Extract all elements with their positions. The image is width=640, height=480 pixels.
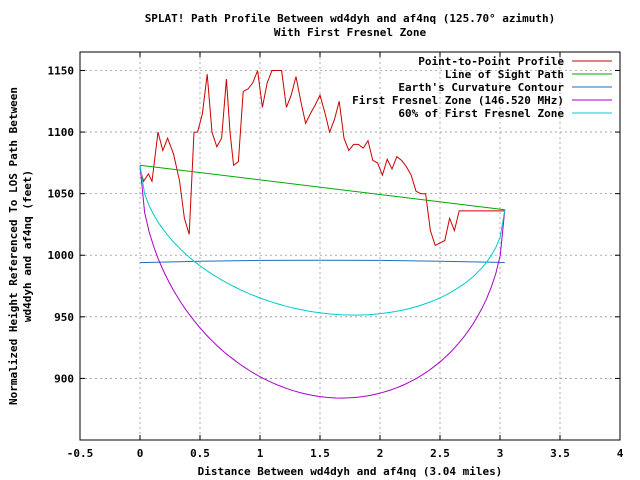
- chart-title: SPLAT! Path Profile Between wd4dyh and a…: [145, 12, 556, 25]
- x-axis-label: Distance Between wd4dyh and af4nq (3.04 …: [198, 465, 503, 478]
- series-line-1: [139, 164, 505, 211]
- x-tick-label: 4: [617, 447, 624, 460]
- legend-label-3: First Fresnel Zone (146.520 MHz): [352, 94, 564, 107]
- y-tick-label: 1100: [48, 126, 75, 139]
- x-tick-label: 0: [137, 447, 144, 460]
- y-tick-label: 950: [54, 311, 74, 324]
- x-tick-label: 3.5: [550, 447, 570, 460]
- y-tick-label: 900: [54, 372, 74, 385]
- legend-label-4: 60% of First Fresnel Zone: [398, 107, 564, 120]
- x-tick-label: -0.5: [67, 447, 94, 460]
- series-line-2: [139, 259, 505, 264]
- grid: [79, 52, 621, 440]
- x-tick-label: 2: [377, 447, 384, 460]
- y-axis-label-line2: wd4dyh and af4nq (feet): [21, 170, 34, 322]
- y-axis-label-line1: Normalized Height Referenced To LOS Path…: [7, 87, 20, 405]
- y-tick-label: 1150: [48, 64, 75, 77]
- legend-label-1: Line of Sight Path: [445, 68, 564, 81]
- x-tick-label: 1: [257, 447, 264, 460]
- plot-frame: [79, 51, 621, 441]
- x-tick-label: 1.5: [310, 447, 330, 460]
- series-line-3: [139, 165, 506, 399]
- y-tick-label: 1000: [48, 249, 75, 262]
- x-tick-label: 2.5: [430, 447, 450, 460]
- legend-label-2: Earth's Curvature Contour: [398, 81, 564, 94]
- series-line-4: [139, 165, 506, 316]
- x-tick-label: 3: [497, 447, 504, 460]
- axis-ticks: -0.5 0 0.5 1 1.5 2 2.5 3 3.5 4 900 950 1000 1050 1100 1…: [48, 52, 624, 460]
- chart-subtitle: With First Fresnel Zone: [274, 26, 427, 39]
- x-tick-label: 0.5: [190, 447, 210, 460]
- y-tick-label: 1050: [48, 188, 75, 201]
- series-lines: [139, 70, 506, 399]
- series-line-0: [139, 70, 505, 247]
- legend-label-0: Point-to-Point Profile: [418, 55, 564, 68]
